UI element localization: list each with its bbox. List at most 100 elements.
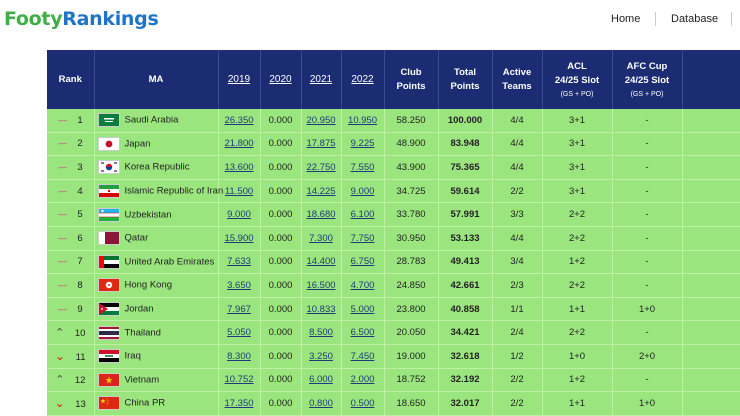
points-2021-cell[interactable]: 3.250 bbox=[301, 344, 342, 369]
points-2019-link[interactable]: 3.650 bbox=[227, 279, 251, 291]
points-2019-cell[interactable]: 11.500 bbox=[218, 179, 261, 204]
points-2019-link[interactable]: 15.900 bbox=[224, 232, 254, 244]
points-2022-link[interactable]: 7.450 bbox=[350, 350, 375, 362]
points-2022-cell[interactable]: 7.450 bbox=[341, 344, 385, 369]
points-2019-link[interactable]: 7.633 bbox=[227, 256, 251, 268]
table-row[interactable]: — 1 Saudi Arabia 26.350 0.000 20.950 10.… bbox=[47, 109, 740, 133]
points-2019-link[interactable]: 26.350 bbox=[224, 114, 254, 126]
points-2021-link[interactable]: 0.800 bbox=[309, 397, 333, 409]
points-2021-link[interactable]: 16.500 bbox=[306, 279, 336, 291]
points-2019-link[interactable]: 11.500 bbox=[224, 185, 254, 197]
points-2022-cell[interactable]: 2.000 bbox=[341, 368, 385, 393]
table-row[interactable]: — 9 Jordan 7.967 0.000 10.833 5.000 23.8… bbox=[47, 297, 740, 322]
points-2021-cell[interactable]: 17.875 bbox=[301, 132, 342, 157]
table-row[interactable]: — 5 Uzbekistan 9.000 0.000 18.680 6.100 … bbox=[47, 202, 740, 227]
points-2021-link[interactable]: 3.250 bbox=[309, 350, 333, 362]
table-row[interactable]: ⌃ 10 Thailand 5.050 0.000 8.500 6.500 20… bbox=[47, 320, 740, 345]
points-2019-cell[interactable]: 9.000 bbox=[218, 202, 261, 227]
points-2019-cell[interactable]: 13.600 bbox=[218, 155, 261, 180]
points-2019-cell[interactable]: 7.967 bbox=[218, 297, 261, 322]
points-2021-link[interactable]: 10.833 bbox=[306, 303, 336, 315]
points-2019-link[interactable]: 5.050 bbox=[227, 327, 251, 339]
points-2021-link[interactable]: 20.950 bbox=[306, 114, 336, 126]
points-2021-cell[interactable]: 22.750 bbox=[301, 155, 342, 180]
points-2022-cell[interactable]: 0.500 bbox=[341, 391, 385, 416]
col-header-2022[interactable]: 2022 bbox=[341, 50, 385, 109]
points-2021-cell[interactable]: 10.833 bbox=[301, 297, 342, 322]
points-2022-link[interactable]: 7.550 bbox=[350, 161, 375, 173]
points-2019-link[interactable]: 13.600 bbox=[224, 161, 254, 173]
points-2019-cell[interactable]: 15.900 bbox=[218, 226, 261, 251]
points-2021-cell[interactable]: 18.680 bbox=[301, 202, 342, 227]
points-2019-link[interactable]: 10.752 bbox=[224, 374, 254, 386]
points-2019-cell[interactable]: 10.752 bbox=[218, 368, 261, 393]
points-2022-cell[interactable]: 6.500 bbox=[341, 320, 385, 345]
points-2021-link[interactable]: 18.680 bbox=[306, 209, 336, 221]
points-2022-link[interactable]: 0.500 bbox=[350, 397, 375, 409]
points-2022-link[interactable]: 6.500 bbox=[350, 327, 375, 339]
points-2022-cell[interactable]: 4.700 bbox=[341, 273, 385, 298]
col-header-2022-link[interactable]: 2022 bbox=[351, 73, 374, 85]
points-2021-cell[interactable]: 20.950 bbox=[301, 109, 342, 133]
points-2019-link[interactable]: 21.800 bbox=[224, 138, 254, 150]
points-2019-cell[interactable]: 21.800 bbox=[218, 132, 261, 157]
points-2021-cell[interactable]: 16.500 bbox=[301, 273, 342, 298]
points-2022-cell[interactable]: 9.225 bbox=[341, 132, 385, 157]
col-header-2020-link[interactable]: 2020 bbox=[269, 73, 292, 85]
points-2019-cell[interactable]: 3.650 bbox=[218, 273, 261, 298]
points-2019-cell[interactable]: 8.300 bbox=[218, 344, 261, 369]
points-2019-link[interactable]: 7.967 bbox=[227, 303, 251, 315]
points-2022-link[interactable]: 2.000 bbox=[350, 374, 375, 386]
points-2021-link[interactable]: 8.500 bbox=[309, 327, 333, 339]
points-2019-link[interactable]: 8.300 bbox=[227, 350, 251, 362]
points-2019-cell[interactable]: 7.633 bbox=[218, 250, 261, 275]
points-2022-link[interactable]: 7.750 bbox=[350, 232, 375, 244]
col-header-club-points[interactable]: Club Points bbox=[384, 50, 439, 109]
points-2022-cell[interactable]: 6.100 bbox=[341, 202, 385, 227]
table-row[interactable]: ⌄ 13 China PR 17.350 0.000 0.800 0.500 1… bbox=[47, 391, 740, 416]
col-header-total-points[interactable]: Total Points bbox=[438, 50, 493, 109]
points-2022-link[interactable]: 5.000 bbox=[350, 303, 375, 315]
points-2022-link[interactable]: 4.700 bbox=[350, 279, 375, 291]
points-2021-link[interactable]: 22.750 bbox=[306, 161, 336, 173]
points-2022-link[interactable]: 9.000 bbox=[350, 185, 375, 197]
points-2021-cell[interactable]: 14.225 bbox=[301, 179, 342, 204]
table-row[interactable]: — 4 Islamic Republic of Iran 11.500 0.00… bbox=[47, 179, 740, 204]
points-2019-cell[interactable]: 5.050 bbox=[218, 320, 261, 345]
points-2022-link[interactable]: 6.100 bbox=[350, 209, 375, 221]
points-2021-link[interactable]: 14.400 bbox=[306, 256, 336, 268]
points-2022-cell[interactable]: 9.000 bbox=[341, 179, 385, 204]
points-2019-cell[interactable]: 17.350 bbox=[218, 391, 261, 416]
col-header-ma[interactable]: MA bbox=[94, 50, 219, 109]
col-header-2019-link[interactable]: 2019 bbox=[227, 73, 251, 85]
points-2021-link[interactable]: 14.225 bbox=[306, 185, 336, 197]
table-row[interactable]: — 2 Japan 21.800 0.000 17.875 9.225 48.9… bbox=[47, 132, 740, 157]
nav-home-link[interactable]: Home bbox=[611, 13, 641, 25]
points-2022-cell[interactable]: 7.550 bbox=[341, 155, 385, 180]
points-2021-link[interactable]: 17.875 bbox=[306, 138, 336, 150]
table-row[interactable]: — 3 Korea Republic 13.600 0.000 22.750 7… bbox=[47, 155, 740, 180]
footyrankings-logo[interactable]: FootyRankings bbox=[4, 8, 159, 30]
col-header-2021[interactable]: 2021 bbox=[301, 50, 342, 109]
nav-database-link[interactable]: Database bbox=[671, 13, 719, 25]
col-header-2020[interactable]: 2020 bbox=[260, 50, 302, 109]
col-header-active-teams[interactable]: Active Teams bbox=[492, 50, 543, 109]
points-2019-link[interactable]: 9.000 bbox=[227, 209, 251, 221]
table-row[interactable]: ⌃ 12 Vietnam 10.752 0.000 6.000 2.000 18… bbox=[47, 368, 740, 393]
points-2021-cell[interactable]: 7.300 bbox=[301, 226, 342, 251]
table-row[interactable]: — 8 Hong Kong 3.650 0.000 16.500 4.700 2… bbox=[47, 273, 740, 298]
points-2022-link[interactable]: 10.950 bbox=[347, 114, 378, 126]
points-2022-cell[interactable]: 6.750 bbox=[341, 250, 385, 275]
points-2022-cell[interactable]: 10.950 bbox=[341, 109, 385, 133]
points-2021-cell[interactable]: 0.800 bbox=[301, 391, 342, 416]
points-2022-cell[interactable]: 5.000 bbox=[341, 297, 385, 322]
points-2021-cell[interactable]: 8.500 bbox=[301, 320, 342, 345]
points-2022-cell[interactable]: 7.750 bbox=[341, 226, 385, 251]
points-2019-cell[interactable]: 26.350 bbox=[218, 109, 261, 133]
col-header-rank[interactable]: Rank bbox=[47, 50, 95, 109]
points-2022-link[interactable]: 9.225 bbox=[350, 138, 375, 150]
points-2021-cell[interactable]: 6.000 bbox=[301, 368, 342, 393]
points-2021-cell[interactable]: 14.400 bbox=[301, 250, 342, 275]
points-2021-link[interactable]: 6.000 bbox=[309, 374, 333, 386]
table-row[interactable]: ⌄ 11 Iraq 8.300 0.000 3.250 7.450 19.000… bbox=[47, 344, 740, 369]
